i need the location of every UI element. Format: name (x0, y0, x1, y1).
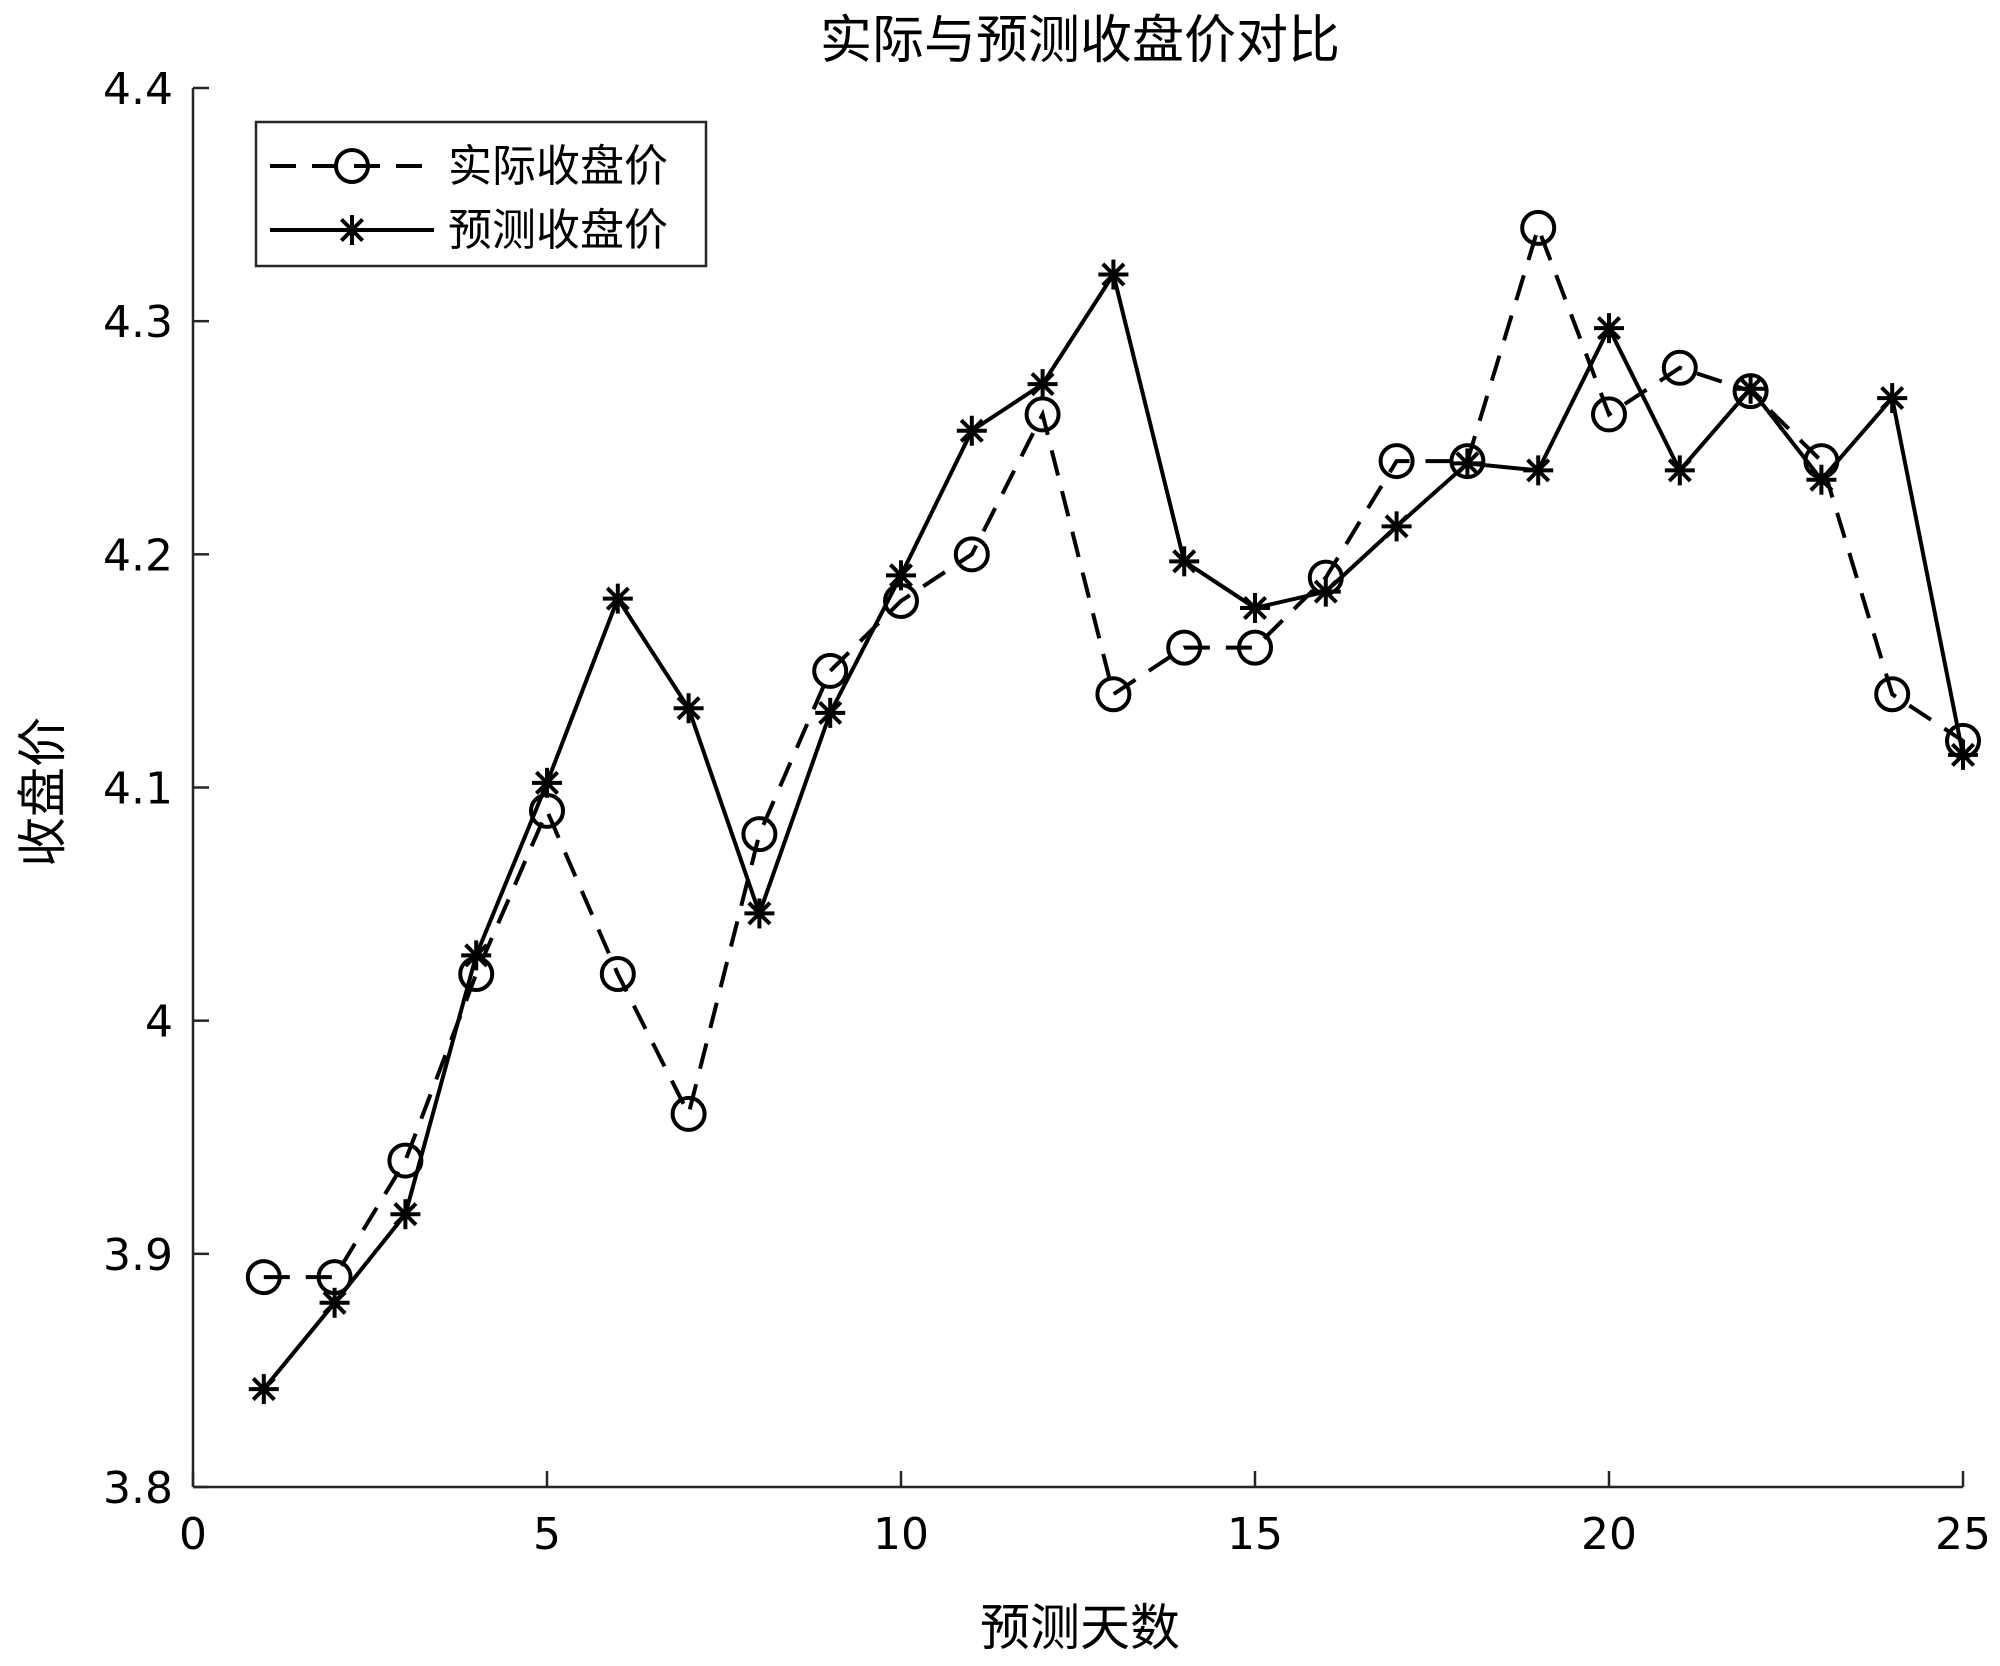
data-point-asterisk (744, 898, 775, 929)
data-point-circle (1095, 676, 1132, 713)
data-point-asterisk (319, 1287, 350, 1318)
data-point-asterisk (1594, 313, 1624, 344)
chart-title: 实际与预测收盘价对比 (820, 11, 1340, 71)
y-tick-label: 4 (145, 997, 173, 1048)
data-point-asterisk (532, 767, 562, 798)
data-point-asterisk (602, 583, 633, 614)
data-point-circle (1591, 396, 1627, 433)
data-point-circle (245, 1259, 282, 1296)
data-point-asterisk (1948, 739, 1978, 770)
data-point-asterisk (461, 940, 492, 971)
legend-label: 实际收盘价 (448, 141, 668, 192)
data-point-asterisk (1310, 576, 1341, 607)
data-point-asterisk (886, 560, 916, 591)
x-tick-label: 10 (873, 1509, 929, 1560)
data-point-circle (741, 816, 778, 853)
data-point-asterisk (1664, 455, 1695, 486)
y-tick-label: 4.3 (103, 297, 173, 348)
data-point-asterisk (1877, 383, 1908, 414)
axes: 0 5 10 15 20 25 3.8 3.9 4 4.1 4.2 4.3 4.4 (103, 64, 1991, 1560)
data-point-asterisk (248, 1374, 279, 1405)
data-point-asterisk (1169, 546, 1200, 577)
data-point-asterisk (1381, 511, 1412, 542)
data-point-asterisk (390, 1199, 421, 1230)
data-point-asterisk (1098, 259, 1129, 290)
y-tick-label: 3.9 (103, 1230, 173, 1281)
data-point-asterisk (1452, 448, 1483, 479)
y-tick-label: 4.4 (103, 64, 173, 115)
series-layer (245, 209, 1981, 1405)
data-point-circle (953, 536, 990, 573)
series-1 (245, 209, 1981, 1296)
data-point-circle (1237, 629, 1273, 666)
data-point-asterisk (1523, 455, 1554, 486)
data-point-asterisk (1735, 373, 1766, 404)
data-point-circle (670, 1095, 707, 1132)
legend-label: 预测收盘价 (448, 205, 668, 256)
x-tick-label: 15 (1227, 1509, 1283, 1560)
y-axis-label: 收盘价 (14, 717, 72, 867)
legend-marker-asterisk (337, 215, 367, 245)
series-2 (248, 259, 1978, 1405)
data-point-circle (1378, 443, 1415, 480)
data-point-asterisk (815, 697, 846, 728)
y-tick-label: 4.1 (103, 764, 173, 815)
x-tick-label: 0 (179, 1509, 207, 1560)
y-tick-label: 3.8 (103, 1463, 173, 1514)
y-tick-label: 4.2 (103, 530, 173, 581)
data-point-asterisk (956, 415, 987, 446)
x-tick-label: 5 (533, 1509, 561, 1560)
data-point-asterisk (1806, 464, 1837, 495)
x-tick-label: 20 (1581, 1509, 1637, 1560)
x-axis-label: 预测天数 (980, 1599, 1180, 1657)
data-point-circle (1874, 676, 1911, 713)
data-point-circle (812, 652, 849, 689)
series-line (263, 221, 1965, 1280)
series-line (262, 269, 1965, 1391)
x-tick-label: 25 (1935, 1509, 1991, 1560)
legend-marker-circle (334, 148, 370, 184)
data-point-asterisk (1027, 369, 1058, 400)
data-point-circle (599, 956, 636, 993)
data-point-asterisk (1240, 592, 1270, 623)
data-point-circle (1661, 349, 1698, 386)
data-point-circle (1166, 629, 1203, 666)
legend-box (254, 120, 708, 268)
data-point-circle (1520, 209, 1557, 246)
data-point-asterisk (673, 693, 704, 724)
